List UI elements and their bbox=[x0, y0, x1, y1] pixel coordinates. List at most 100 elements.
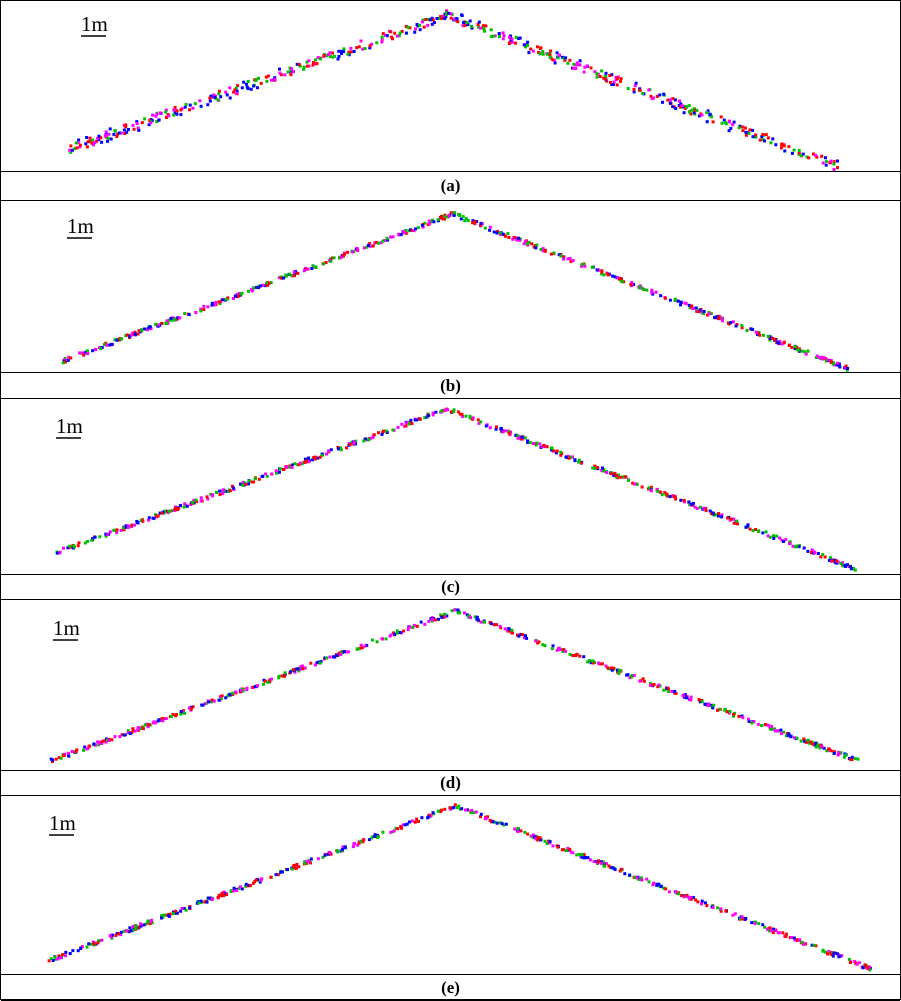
point-marker bbox=[161, 719, 165, 723]
point-marker bbox=[623, 872, 627, 876]
point-marker bbox=[557, 53, 561, 57]
point-marker bbox=[112, 132, 116, 136]
point-marker bbox=[191, 501, 195, 505]
point-marker bbox=[290, 465, 294, 469]
point-marker bbox=[191, 106, 195, 110]
point-marker bbox=[724, 909, 728, 913]
point-marker bbox=[347, 50, 351, 54]
point-marker bbox=[831, 362, 835, 366]
point-marker bbox=[511, 237, 515, 241]
point-marker bbox=[278, 71, 282, 75]
point-marker bbox=[829, 360, 833, 364]
point-marker bbox=[748, 128, 752, 132]
point-marker bbox=[772, 927, 775, 931]
point-marker bbox=[605, 79, 609, 83]
point-marker bbox=[555, 648, 559, 652]
point-marker bbox=[359, 39, 363, 43]
point-marker bbox=[768, 535, 772, 539]
point-marker bbox=[578, 59, 582, 63]
point-marker bbox=[459, 217, 463, 221]
point-marker bbox=[414, 227, 418, 231]
point-marker bbox=[853, 757, 857, 761]
point-marker bbox=[404, 25, 408, 28]
point-marker bbox=[753, 922, 757, 926]
point-marker bbox=[264, 472, 268, 476]
point-marker bbox=[331, 55, 335, 59]
point-cloud bbox=[47, 803, 872, 972]
point-marker bbox=[552, 251, 556, 255]
point-marker bbox=[309, 857, 313, 861]
point-marker bbox=[357, 45, 361, 49]
point-marker bbox=[143, 117, 147, 121]
point-marker bbox=[311, 264, 315, 268]
point-marker bbox=[720, 515, 724, 519]
point-marker bbox=[640, 876, 643, 880]
point-marker bbox=[389, 30, 393, 34]
point-marker bbox=[495, 231, 499, 235]
point-marker bbox=[541, 643, 545, 647]
point-marker bbox=[673, 98, 677, 102]
point-marker bbox=[124, 929, 128, 933]
point-marker bbox=[356, 843, 360, 847]
point-marker bbox=[307, 460, 311, 464]
point-marker bbox=[650, 288, 654, 292]
point-marker bbox=[375, 41, 379, 45]
point-marker bbox=[241, 689, 245, 693]
point-marker bbox=[117, 131, 121, 135]
point-marker bbox=[364, 437, 367, 441]
point-marker bbox=[107, 132, 111, 136]
point-marker bbox=[191, 705, 195, 709]
point-marker bbox=[371, 244, 375, 248]
point-marker bbox=[440, 16, 443, 20]
point-marker bbox=[792, 736, 796, 740]
point-marker bbox=[528, 441, 532, 445]
point-marker bbox=[424, 18, 428, 21]
point-marker bbox=[96, 941, 100, 945]
point-marker bbox=[822, 746, 826, 750]
point-marker bbox=[635, 876, 639, 880]
point-marker bbox=[839, 561, 843, 565]
point-marker bbox=[726, 516, 730, 520]
point-marker bbox=[228, 489, 232, 493]
point-marker bbox=[634, 81, 638, 85]
point-marker bbox=[672, 105, 676, 109]
point-marker bbox=[779, 146, 783, 150]
point-marker bbox=[290, 67, 294, 71]
point-marker bbox=[412, 229, 416, 233]
point-marker bbox=[679, 498, 683, 502]
point-marker bbox=[290, 463, 294, 467]
point-marker bbox=[501, 37, 505, 41]
point-marker bbox=[86, 349, 89, 353]
point-marker bbox=[575, 63, 579, 67]
point-marker bbox=[338, 651, 342, 655]
point-marker bbox=[662, 92, 666, 96]
point-marker bbox=[265, 281, 268, 285]
point-marker bbox=[352, 442, 356, 446]
point-marker bbox=[787, 732, 791, 736]
point-marker bbox=[237, 292, 241, 295]
point-marker bbox=[224, 489, 228, 493]
point-marker bbox=[455, 806, 459, 809]
point-marker bbox=[449, 211, 453, 215]
point-marker bbox=[110, 933, 114, 937]
point-marker bbox=[481, 24, 485, 28]
point-marker bbox=[212, 699, 216, 703]
point-marker bbox=[760, 135, 764, 139]
point-marker bbox=[624, 475, 628, 479]
point-marker bbox=[94, 139, 98, 143]
point-marker bbox=[679, 300, 683, 304]
point-marker bbox=[100, 740, 104, 744]
point-marker bbox=[305, 861, 309, 865]
point-marker bbox=[464, 217, 468, 221]
point-marker bbox=[88, 136, 92, 140]
point-marker bbox=[171, 509, 175, 512]
point-marker bbox=[740, 324, 744, 327]
point-marker bbox=[527, 240, 531, 244]
point-marker bbox=[571, 654, 575, 657]
point-marker bbox=[125, 130, 129, 134]
point-marker bbox=[498, 35, 501, 39]
point-marker bbox=[525, 242, 529, 246]
point-marker bbox=[410, 229, 414, 232]
point-marker bbox=[96, 136, 100, 140]
point-marker bbox=[226, 694, 230, 698]
